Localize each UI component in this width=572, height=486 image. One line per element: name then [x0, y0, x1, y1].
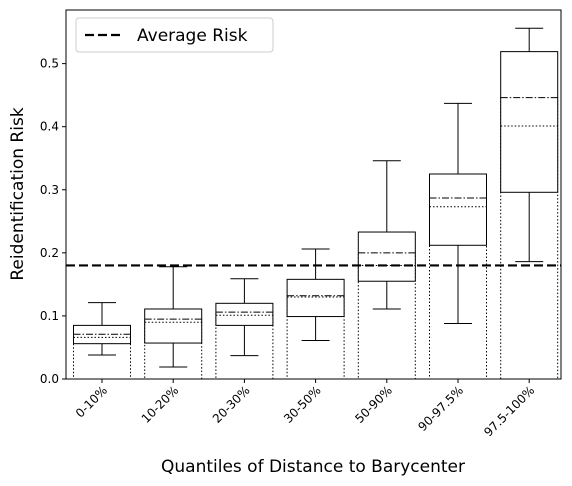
y-axis-label: Reidentification Risk: [8, 107, 28, 280]
y-tick-label: 0.4: [40, 120, 59, 134]
legend: Average Risk: [75, 17, 274, 53]
x-tick-label: 10-20%: [139, 383, 182, 426]
box-group: [500, 27, 559, 380]
x-tick-label: 20-30%: [210, 383, 253, 426]
y-tick-label: 0.5: [40, 57, 59, 71]
box: [215, 302, 274, 326]
x-tick-label: 30-50%: [281, 383, 324, 426]
legend-label-average-risk: Average Risk: [137, 26, 248, 46]
x-axis-label: Quantiles of Distance to Barycenter: [161, 457, 465, 477]
box-group: [144, 266, 203, 380]
y-tick-label: 0.1: [40, 309, 59, 323]
x-tick-label: 90-97.5%: [415, 383, 466, 434]
x-tick-label: 50-90%: [352, 383, 395, 426]
x-axis: 0-10% 10-20% 20-30% 30-50% 50-90% 90-97.5% 97.…: [73, 379, 537, 439]
box: [144, 308, 203, 344]
y-axis: 0.0 0.1 0.2 0.3 0.4 0.5: [40, 57, 66, 386]
box: [357, 231, 416, 282]
box: [429, 173, 487, 246]
y-tick-label: 0.0: [40, 372, 59, 386]
plot-frame: [65, 9, 562, 380]
box-group: [429, 102, 487, 380]
box: [286, 278, 345, 318]
x-tick-label: 97.5-100%: [481, 383, 537, 439]
box-group: [286, 248, 345, 380]
y-tick-label: 0.2: [40, 246, 59, 260]
boxes-layer: [73, 27, 559, 380]
legend-box: [75, 17, 274, 53]
x-tick-label: 0-10%: [73, 383, 110, 420]
box-group: [357, 160, 416, 380]
box-group: [215, 278, 274, 380]
y-tick-label: 0.3: [40, 183, 59, 197]
box-group: [73, 302, 131, 380]
box: [500, 51, 559, 193]
